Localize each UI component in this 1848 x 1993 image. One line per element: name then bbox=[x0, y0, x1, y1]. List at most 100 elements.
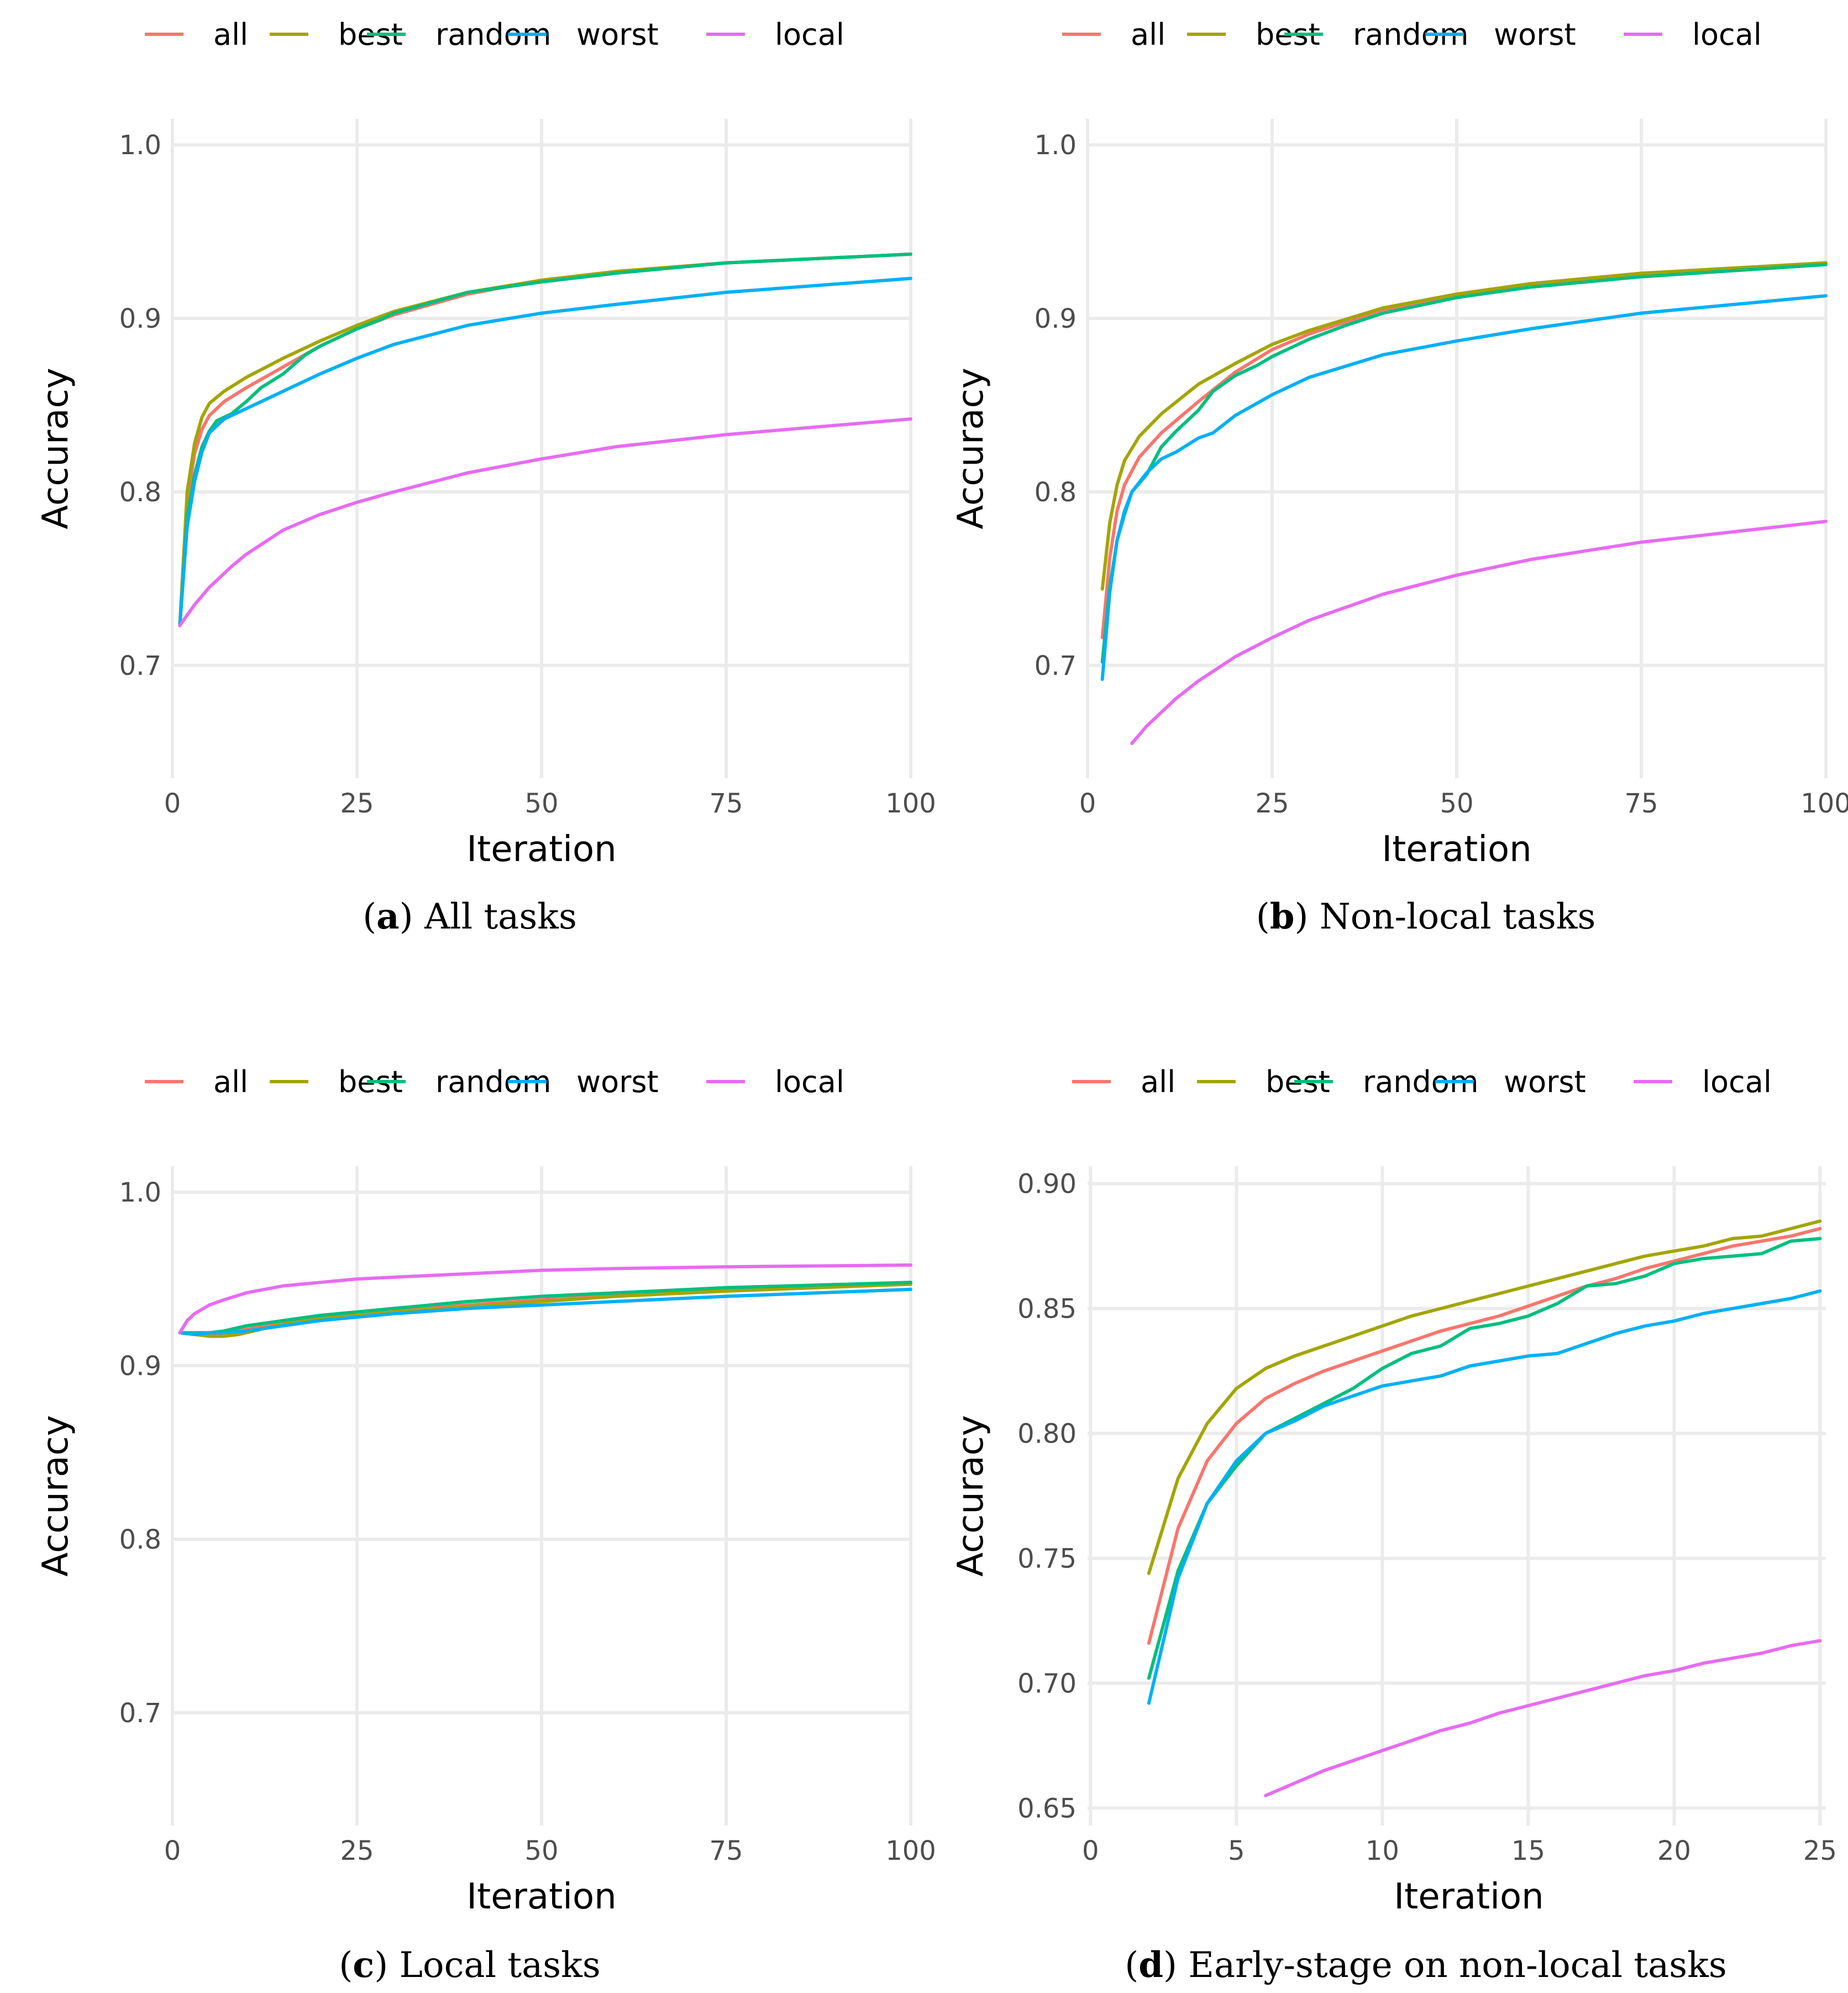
series-line-all bbox=[178, 1281, 912, 1336]
legend-label-worst: worst bbox=[1494, 17, 1576, 52]
chart-a-all-tasks: 0.7 0.8 0.9 1.0 0 25 50 75 100 Iteration Accuracy a… bbox=[35, 17, 936, 937]
gridlines bbox=[171, 1166, 912, 1826]
legend-item-all: all bbox=[145, 17, 248, 52]
legend-label-all: all bbox=[213, 17, 248, 52]
x-tick-label: 100 bbox=[885, 1835, 936, 1866]
caption-title: All tasks bbox=[424, 896, 577, 937]
x-tick-label: 20 bbox=[1657, 1835, 1691, 1866]
legend-label-local: local bbox=[775, 17, 844, 52]
legend: all best random worst local bbox=[1062, 17, 1762, 52]
caption-title: Early-stage on non-local tasks bbox=[1188, 1945, 1726, 1986]
series-line-worst bbox=[1100, 294, 1828, 681]
chart-c-local-tasks: 0.7 0.8 0.9 1.0 0 25 50 75 100 Iteration Accuracy a… bbox=[35, 1064, 936, 1986]
caption-label: a bbox=[376, 896, 399, 937]
caption-paren-close: ) bbox=[1294, 896, 1319, 937]
series-line-random bbox=[1147, 1237, 1822, 1680]
caption-paren-close: ) bbox=[400, 896, 424, 937]
series-line-all bbox=[1100, 261, 1828, 639]
series-line-local bbox=[178, 1263, 912, 1335]
series-line-all bbox=[1147, 1227, 1822, 1645]
x-tick-label: 25 bbox=[340, 788, 374, 819]
panel-caption: (a) All tasks bbox=[363, 896, 577, 937]
y-tick-label: 1.0 bbox=[1035, 130, 1077, 161]
y-tick-label: 0.75 bbox=[1017, 1543, 1077, 1574]
series-line-worst bbox=[1147, 1289, 1822, 1705]
x-tick-label: 25 bbox=[340, 1835, 374, 1866]
y-tick-label: 0.90 bbox=[1017, 1169, 1077, 1200]
y-tick-label: 0.7 bbox=[119, 651, 161, 681]
x-tick-label: 100 bbox=[1800, 788, 1848, 819]
x-axis-title: Iteration bbox=[466, 1876, 616, 1917]
legend-label-worst: worst bbox=[576, 1064, 659, 1099]
x-axis-title: Iteration bbox=[1382, 829, 1531, 870]
legend-label-local: local bbox=[1692, 17, 1762, 52]
panel-caption: (b) Non-local tasks bbox=[1256, 896, 1596, 937]
caption-paren-open: ( bbox=[1125, 1945, 1138, 1986]
x-tick-label: 0 bbox=[164, 788, 181, 819]
legend-label-local: local bbox=[1702, 1064, 1772, 1099]
series-line-local bbox=[1130, 520, 1828, 746]
panel-caption: (d) Early-stage on non-local tasks bbox=[1125, 1944, 1727, 1986]
chart-b-non-local-tasks: 0.7 0.8 0.9 1.0 0 25 50 75 100 Iteration Accuracy a… bbox=[951, 17, 1848, 937]
caption-paren-close: ) bbox=[374, 1945, 399, 1986]
x-tick-label: 0 bbox=[1082, 1835, 1099, 1866]
y-tick-label: 0.8 bbox=[119, 477, 161, 508]
x-tick-label: 50 bbox=[524, 1835, 558, 1866]
series-line-best bbox=[178, 252, 912, 627]
gridlines bbox=[171, 119, 912, 778]
legend-label-local: local bbox=[775, 1064, 844, 1099]
x-tick-label: 25 bbox=[1255, 788, 1289, 819]
y-tick-label: 1.0 bbox=[119, 1177, 161, 1208]
legend-item-all: all bbox=[145, 1064, 248, 1099]
caption-paren-open: ( bbox=[363, 896, 376, 937]
legend-item-all: all bbox=[1062, 17, 1166, 52]
legend-item-worst: worst bbox=[1435, 1064, 1586, 1099]
y-tick-label: 0.65 bbox=[1017, 1793, 1077, 1824]
legend-item-worst: worst bbox=[1425, 17, 1576, 52]
y-tick-label: 0.85 bbox=[1017, 1294, 1077, 1325]
x-tick-label: 0 bbox=[1079, 788, 1096, 819]
plot-area bbox=[1100, 261, 1828, 746]
y-tick-label: 0.80 bbox=[1017, 1419, 1077, 1450]
legend-label-worst: worst bbox=[1504, 1064, 1586, 1099]
legend-item-local: local bbox=[1634, 1064, 1772, 1099]
x-tick-label: 10 bbox=[1366, 1835, 1399, 1866]
y-tick-label: 0.7 bbox=[119, 1698, 161, 1729]
legend: all best random worst local bbox=[145, 1064, 844, 1099]
legend-label-all: all bbox=[213, 1064, 248, 1099]
y-tick-label: 0.7 bbox=[1035, 651, 1077, 681]
legend-label-all: all bbox=[1131, 17, 1166, 52]
series-line-worst bbox=[178, 1287, 912, 1336]
x-tick-label: 100 bbox=[885, 788, 936, 819]
x-tick-label: 75 bbox=[709, 788, 743, 819]
y-tick-label: 1.0 bbox=[119, 130, 161, 161]
y-tick-label: 0.8 bbox=[1035, 477, 1077, 508]
legend-item-local: local bbox=[1624, 17, 1762, 52]
x-tick-label: 5 bbox=[1228, 1835, 1245, 1866]
x-tick-label: 50 bbox=[524, 788, 558, 819]
plot-area bbox=[1147, 1219, 1822, 1797]
y-axis-title: Accuracy bbox=[951, 368, 991, 529]
legend-item-local: local bbox=[706, 1064, 844, 1099]
legend-item-worst: worst bbox=[508, 17, 659, 52]
legend-item-local: local bbox=[706, 17, 844, 52]
series-line-worst bbox=[178, 276, 912, 627]
caption-title: Non-local tasks bbox=[1320, 896, 1596, 937]
gridlines bbox=[1088, 1166, 1826, 1826]
chart-d-early-stage-non-local: 0.65 0.70 0.75 0.80 0.85 0.90 0 5 10 15 20 25 Iterat… bbox=[951, 1064, 1837, 1986]
legend-item-random: random bbox=[1284, 17, 1468, 52]
series-line-best bbox=[178, 1282, 912, 1338]
legend-item-all: all bbox=[1072, 1064, 1175, 1099]
y-tick-label: 0.9 bbox=[119, 1351, 161, 1382]
x-tick-label: 0 bbox=[164, 1835, 181, 1866]
x-tick-label: 15 bbox=[1511, 1835, 1545, 1866]
caption-title: Local tasks bbox=[400, 1945, 601, 1986]
x-tick-label: 75 bbox=[709, 1835, 743, 1866]
y-tick-label: 0.9 bbox=[1035, 303, 1077, 334]
caption-paren-open: ( bbox=[339, 1945, 353, 1986]
series-line-best bbox=[1100, 261, 1828, 591]
y-tick-label: 0.8 bbox=[119, 1524, 161, 1555]
legend: all best random worst local bbox=[1072, 1064, 1772, 1099]
x-axis-title: Iteration bbox=[1394, 1876, 1544, 1917]
